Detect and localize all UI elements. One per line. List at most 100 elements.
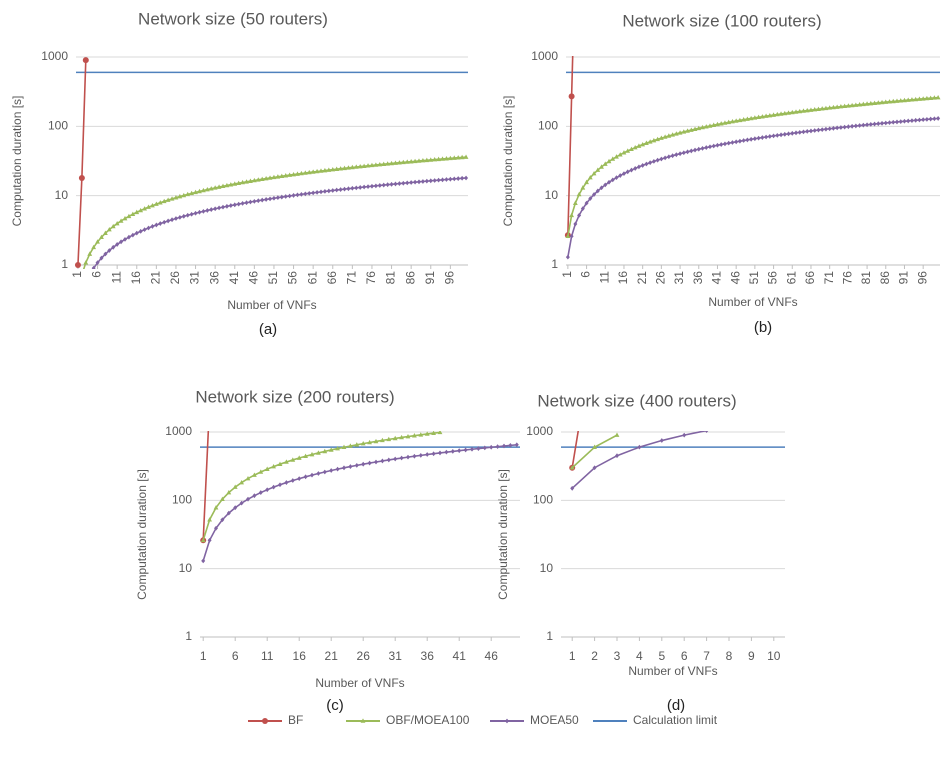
marker	[621, 150, 627, 155]
marker	[212, 185, 218, 190]
marker	[386, 436, 392, 442]
marker	[928, 116, 933, 122]
x-tick-label: 6	[90, 271, 104, 278]
marker	[405, 433, 411, 439]
marker	[722, 141, 727, 147]
marker	[264, 197, 269, 202]
marker	[928, 95, 934, 100]
marker	[397, 160, 402, 165]
marker	[508, 442, 513, 448]
legend: BF OBF/MOEA100 MOEA50 Calculation limit	[248, 713, 718, 727]
marker	[640, 163, 645, 168]
marker	[775, 132, 780, 138]
x-tick-label: 3	[614, 649, 621, 663]
x-tick-label: 46	[485, 649, 499, 663]
marker	[373, 438, 379, 444]
marker	[169, 196, 175, 201]
chart-title: Network size (100 routers)	[622, 11, 821, 30]
marker	[278, 482, 282, 488]
marker	[84, 281, 88, 286]
marker	[389, 160, 394, 166]
marker	[173, 195, 179, 200]
marker	[248, 199, 253, 205]
caption: (a)	[259, 321, 277, 338]
marker	[568, 93, 575, 100]
marker	[271, 484, 276, 490]
marker	[726, 119, 732, 125]
marker	[76, 314, 80, 319]
marker	[342, 186, 347, 192]
marker	[463, 154, 469, 159]
marker	[572, 200, 578, 205]
y-tick-label: 1000	[41, 49, 68, 63]
marker	[577, 212, 582, 218]
y-tick-label: 1000	[526, 424, 553, 438]
marker	[413, 179, 418, 185]
marker	[123, 237, 127, 242]
y-axis-title: Computation duration [s]	[135, 469, 149, 600]
marker	[130, 211, 136, 217]
marker	[154, 222, 159, 228]
y-axis-title: Computation duration [s]	[501, 96, 515, 227]
marker	[122, 215, 128, 221]
marker	[673, 131, 679, 136]
marker	[812, 128, 817, 133]
marker	[902, 97, 907, 103]
marker	[283, 194, 288, 199]
marker	[208, 186, 214, 191]
x-axis-title: Number of VNFs	[227, 298, 316, 312]
marker	[256, 198, 261, 204]
marker	[909, 118, 914, 124]
marker	[251, 177, 257, 183]
x-tick-label: 66	[325, 271, 339, 285]
marker	[354, 442, 360, 447]
marker	[924, 95, 930, 101]
marker	[348, 443, 353, 448]
marker	[126, 234, 131, 240]
marker	[213, 206, 218, 212]
y-tick-label: 10	[545, 188, 559, 202]
x-tick-label: 1	[200, 649, 207, 663]
x-tick-label: 46	[247, 271, 261, 285]
y-tick-label: 10	[540, 561, 554, 575]
caption: (d)	[667, 697, 685, 714]
y-tick-label: 100	[538, 119, 558, 133]
marker	[681, 150, 686, 156]
marker	[290, 457, 296, 462]
marker	[181, 213, 186, 219]
marker	[348, 464, 353, 469]
marker	[322, 469, 327, 475]
marker	[752, 115, 758, 120]
marker	[437, 431, 443, 435]
marker	[142, 206, 147, 211]
marker	[400, 159, 406, 165]
y-tick-label: 10	[179, 561, 193, 575]
marker	[573, 221, 578, 227]
marker	[284, 480, 289, 485]
x-tick-label: 11	[109, 271, 123, 284]
marker	[823, 126, 828, 132]
marker	[240, 179, 245, 185]
marker	[451, 155, 457, 160]
marker	[711, 122, 717, 127]
marker	[636, 143, 642, 148]
marker	[314, 168, 320, 174]
series-line	[567, 56, 574, 236]
series-line	[202, 431, 441, 541]
marker	[240, 200, 245, 206]
marker	[295, 171, 300, 176]
marker	[658, 135, 664, 140]
marker	[756, 114, 762, 120]
marker	[457, 448, 462, 454]
marker	[730, 140, 735, 145]
marker	[860, 101, 866, 107]
marker	[311, 190, 316, 196]
marker	[373, 183, 378, 189]
marker	[275, 195, 280, 201]
marker	[737, 138, 742, 144]
marker	[569, 212, 575, 218]
marker	[189, 190, 195, 196]
x-tick-label: 91	[423, 271, 437, 285]
marker	[636, 164, 641, 170]
marker	[214, 525, 218, 531]
